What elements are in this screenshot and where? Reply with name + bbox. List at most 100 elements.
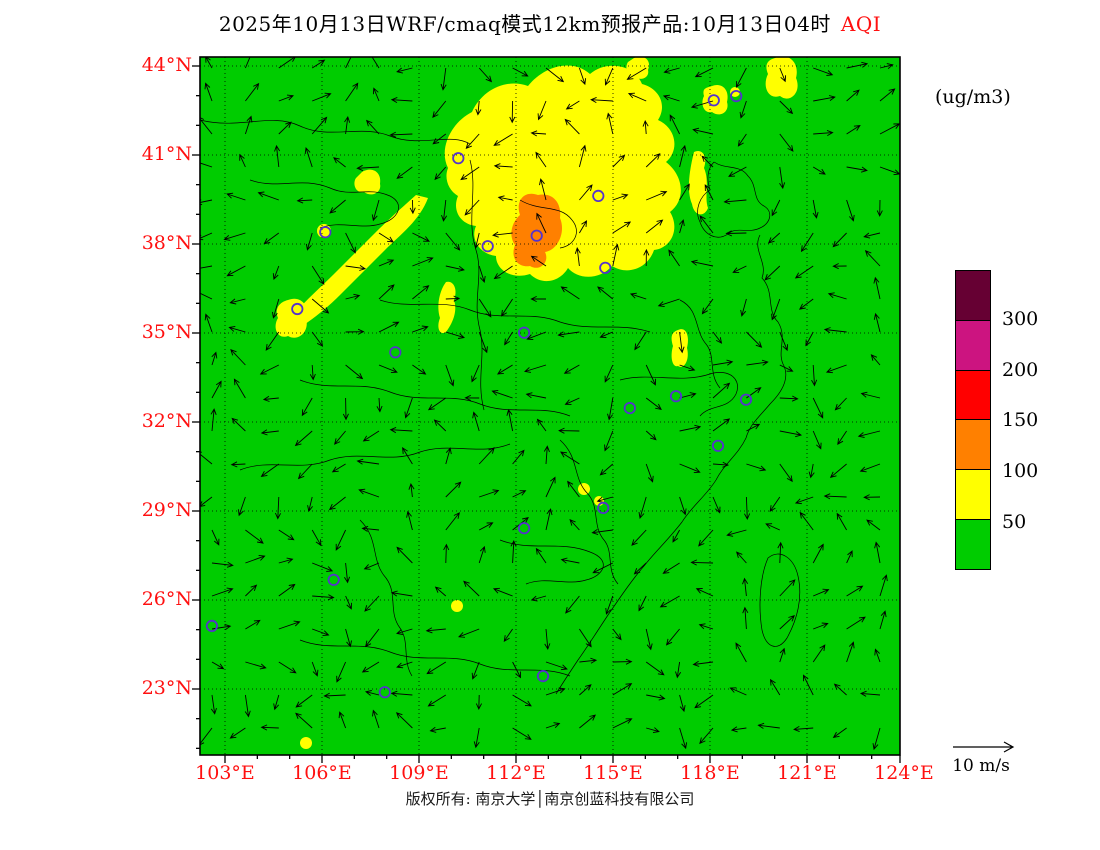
wind-arrow <box>226 265 246 277</box>
wind-arrow <box>307 496 313 513</box>
page-title: 2025年10月13日WRF/cmaq模式12km预报产品:10月13日04时 A… <box>0 8 1100 37</box>
wind-arrow <box>530 595 547 602</box>
wind-arrow <box>464 394 480 401</box>
wind-arrow <box>362 430 380 442</box>
wind-arrow <box>645 364 656 386</box>
wind-arrow <box>794 265 814 279</box>
wind-scale-label: 10 m/s <box>952 756 1010 776</box>
wind-arrow <box>395 712 413 729</box>
wind-arrow <box>478 331 488 354</box>
wind-arrow <box>323 692 346 699</box>
wind-arrow <box>799 511 814 531</box>
wind-arrow <box>525 392 547 399</box>
wind-arrow <box>305 232 313 251</box>
wind-arrow <box>679 364 696 372</box>
wind-arrow <box>311 59 326 69</box>
wind-arrow <box>679 424 702 432</box>
wind-arrow <box>633 562 647 575</box>
wind-arrow <box>278 557 294 564</box>
wind-arrow <box>712 418 731 432</box>
wind-arrow <box>402 447 413 465</box>
wind-arrow <box>328 496 346 511</box>
station-marker <box>623 401 636 415</box>
wind-arrow <box>342 397 349 421</box>
colorbar-segment-200-300 <box>955 319 991 371</box>
wind-arrow <box>564 118 580 135</box>
wind-arrow <box>872 727 881 751</box>
wind-arrow <box>334 430 346 445</box>
colorbar-segment-lt50 <box>955 518 991 570</box>
wind-arrow <box>812 430 822 450</box>
wind-arrow <box>866 519 881 531</box>
wind-arrow <box>412 257 434 267</box>
wind-arrow <box>210 408 217 432</box>
wind-arrow <box>812 543 824 564</box>
wind-arrow <box>329 199 346 214</box>
wind-arrow <box>662 94 680 102</box>
wind-arrow <box>725 230 747 237</box>
wind-arrow <box>434 166 447 181</box>
wind-arrow <box>612 221 632 234</box>
wind-arrow <box>464 199 480 216</box>
wind-arrow <box>874 541 881 564</box>
wind-arrow <box>536 212 547 234</box>
wind-arrow <box>200 162 213 168</box>
wind-arrow <box>646 727 660 734</box>
wind-arrow <box>846 89 860 102</box>
wind-arrow <box>646 190 668 201</box>
wind-arrow <box>723 198 747 205</box>
wind-arrow <box>699 727 714 745</box>
lat-label: 44°N <box>141 54 192 76</box>
wind-arrow <box>873 276 881 300</box>
lat-label: 41°N <box>141 143 192 165</box>
wind-arrow <box>579 220 588 234</box>
wind-arrow <box>231 417 246 432</box>
wind-arrow <box>309 364 316 381</box>
wind-arrow <box>712 461 730 468</box>
wind-arrow <box>278 583 296 597</box>
wind-arrow <box>345 628 352 648</box>
wind-arrow <box>297 463 313 480</box>
wind-arrow <box>205 57 213 69</box>
wind-arrow <box>779 463 793 483</box>
wind-arrow <box>678 219 685 234</box>
wind-arrow <box>378 321 400 333</box>
wind-arrow <box>257 191 279 201</box>
wind-arrow <box>607 397 614 421</box>
wind-arrow <box>530 255 547 267</box>
wind-arrow <box>779 166 786 190</box>
lon-label: 118°E <box>680 762 740 784</box>
wind-arrow <box>378 284 395 300</box>
wind-arrow <box>863 232 881 239</box>
wind-arrow <box>638 595 647 612</box>
wind-arrow <box>746 423 761 432</box>
wind-arrow <box>425 627 446 634</box>
gridlines <box>200 57 900 755</box>
wind-arrow <box>210 694 217 715</box>
aqi-fill-yellow-patch <box>438 281 456 334</box>
wind-arrow <box>779 579 796 597</box>
wind-arrow <box>846 550 853 564</box>
wind-arrow <box>544 628 551 651</box>
wind-arrow <box>642 119 649 135</box>
wind-arrow <box>356 164 380 172</box>
wind-arrow <box>569 519 580 531</box>
wind-arrow <box>779 67 787 83</box>
title-variable: AQI <box>840 12 882 36</box>
wind-arrow <box>767 232 781 244</box>
aqi-fill-yellow-patch <box>293 195 428 326</box>
wind-arrow <box>679 727 688 750</box>
wind-arrow <box>765 523 780 531</box>
station-marker <box>205 619 218 633</box>
wind-arrow <box>311 265 325 285</box>
wind-arrow <box>237 496 246 517</box>
wind-arrow <box>599 331 613 338</box>
wind-arrow <box>627 92 647 102</box>
wind-arrow <box>427 397 447 411</box>
wind-arrow <box>278 529 295 541</box>
wind-arrow <box>735 67 747 89</box>
wind-arrow <box>244 694 251 718</box>
wind-arrow <box>408 482 415 498</box>
colorbar-tick-label: 50 <box>1002 511 1027 533</box>
wind-arrow <box>295 694 313 708</box>
